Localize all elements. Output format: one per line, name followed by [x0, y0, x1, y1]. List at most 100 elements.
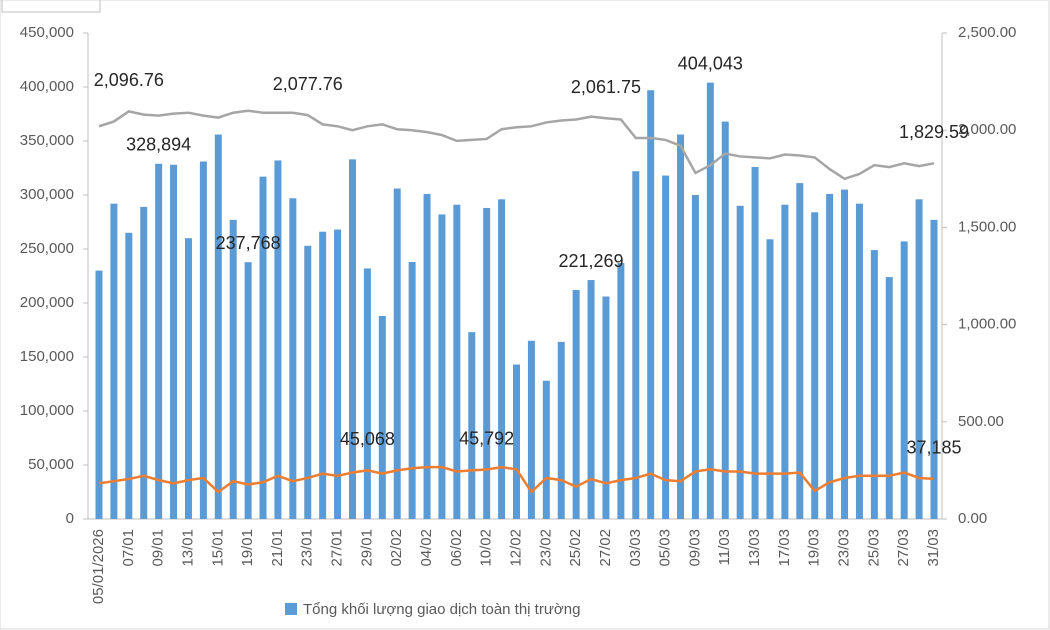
bar	[796, 183, 804, 519]
bar	[677, 134, 685, 519]
y2-tick-label: 0.00	[958, 510, 987, 527]
y-tick-label: 350,000	[20, 132, 74, 149]
data-label: 45,792	[459, 428, 514, 448]
bar	[334, 229, 342, 519]
bar	[930, 219, 938, 519]
bar	[691, 195, 699, 519]
bar	[423, 193, 431, 520]
x-tick-label: 05/01/2026	[90, 529, 107, 604]
data-label: 328,894	[126, 135, 191, 155]
x-tick-label: 09/03	[686, 529, 703, 567]
bar	[781, 204, 789, 519]
y2-tick-label: 1,500.00	[958, 218, 1016, 235]
bar	[885, 277, 893, 519]
bar	[557, 341, 565, 519]
x-tick-label: 29/01	[358, 529, 375, 567]
data-label: 2,077.76	[273, 74, 343, 94]
bar	[900, 241, 908, 519]
legend-label: Tổng khối lượng giao dịch toàn thị trườn…	[303, 601, 580, 618]
x-tick-label: 31/03	[925, 529, 942, 567]
data-label: 45,068	[340, 429, 395, 449]
bar	[170, 164, 178, 519]
bar	[542, 380, 550, 519]
y-tick-label: 100,000	[20, 402, 74, 419]
x-tick-label: 27/01	[329, 529, 346, 567]
y-tick-label: 400,000	[20, 78, 74, 95]
bar	[125, 232, 133, 520]
x-tick-label: 27/03	[895, 529, 912, 567]
bar	[617, 263, 625, 519]
x-tick-label: 02/02	[388, 529, 405, 567]
x-tick-label: 17/03	[776, 529, 793, 567]
bar	[826, 193, 834, 520]
bar	[393, 188, 401, 519]
bar	[378, 315, 386, 519]
x-tick-label: 21/01	[269, 529, 286, 567]
data-label: 2,096.76	[94, 70, 164, 90]
y-tick-label: 250,000	[20, 240, 74, 257]
line	[98, 465, 935, 494]
x-tick-label: 05/03	[657, 529, 674, 567]
y2-tick-label: 1,000.00	[958, 316, 1016, 333]
x-tick-label: 27/02	[597, 529, 614, 567]
bar	[483, 207, 491, 519]
bar	[751, 166, 759, 520]
bar	[632, 171, 640, 520]
bar	[304, 245, 312, 519]
bar	[527, 340, 535, 519]
x-tick-label: 23/02	[537, 529, 554, 567]
data-label: 404,043	[678, 53, 743, 73]
bar	[706, 82, 714, 520]
bar	[662, 175, 670, 519]
bar	[244, 262, 252, 519]
bar	[199, 161, 207, 519]
bar	[274, 160, 282, 519]
bar	[438, 214, 446, 519]
x-tick-label: 23/01	[299, 529, 316, 567]
bar	[513, 364, 520, 519]
y2-tick-label: 2,500.00	[958, 24, 1016, 41]
bar	[184, 238, 192, 519]
bar	[363, 268, 371, 519]
y-tick-label: 0	[66, 510, 74, 527]
x-tick-label: 19/01	[239, 529, 256, 567]
bar	[110, 203, 118, 519]
bar	[841, 189, 849, 519]
bar	[870, 250, 878, 519]
x-tick-label: 12/02	[507, 529, 524, 567]
bar	[736, 205, 744, 520]
bar	[319, 231, 327, 519]
x-tick-label: 07/01	[120, 529, 137, 567]
line	[98, 109, 935, 181]
bar	[95, 270, 103, 519]
bar	[572, 290, 580, 519]
x-tick-label: 15/01	[209, 529, 226, 567]
x-tick-label: 13/01	[179, 529, 196, 567]
bar	[811, 212, 819, 519]
bar	[647, 90, 655, 520]
data-label: 37,185	[906, 438, 961, 458]
bar	[915, 199, 923, 519]
corner-box	[1, 0, 101, 13]
data-label: 2,061.75	[571, 77, 641, 97]
bar	[214, 134, 222, 519]
x-tick-label: 06/02	[448, 529, 465, 567]
y-tick-label: 50,000	[28, 456, 74, 473]
y-tick-label: 150,000	[20, 348, 74, 365]
bar	[855, 203, 863, 519]
y-tick-label: 450,000	[20, 24, 74, 41]
bar	[721, 121, 729, 519]
bar	[587, 280, 595, 519]
bar	[408, 261, 416, 519]
bar	[602, 296, 610, 519]
data-label: 237,768	[216, 233, 281, 253]
bar	[453, 204, 461, 519]
x-tick-label: 11/03	[716, 529, 733, 565]
y2-tick-label: 2,000.00	[958, 121, 1016, 138]
x-tick-label: 13/03	[746, 529, 763, 567]
x-tick-label: 09/01	[150, 529, 167, 567]
x-tick-label: 03/03	[627, 529, 644, 567]
bar	[229, 219, 237, 519]
bar	[140, 206, 148, 519]
